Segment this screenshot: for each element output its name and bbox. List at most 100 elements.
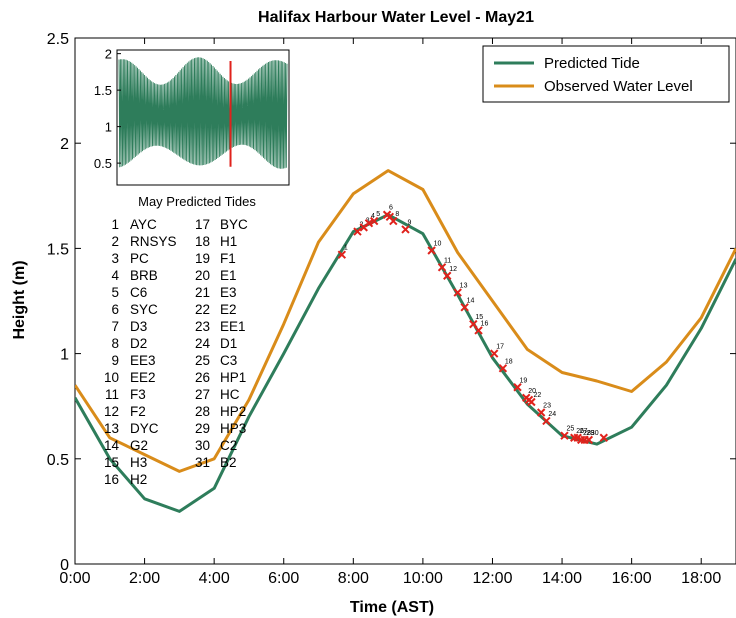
tide-list-name: B2 <box>220 455 237 470</box>
tide-list-name: HP3 <box>220 421 246 436</box>
sample-marker-stroke <box>469 319 478 329</box>
x-tick-label: 16:00 <box>612 570 652 587</box>
inset-predicted-tides: 0.5 1 1.5 2 <box>94 47 290 186</box>
tide-list-name: DYC <box>130 421 159 436</box>
sample-marker-stroke <box>584 435 594 445</box>
y-axis-label: Height (m) <box>11 260 28 339</box>
sample-marker-label: 24 <box>548 411 556 418</box>
tide-list-number: 7 <box>111 319 119 334</box>
tide-list-number: 11 <box>105 387 119 402</box>
tide-list-number: 29 <box>195 421 210 436</box>
tide-list-number: 13 <box>104 421 119 436</box>
sample-marker <box>453 288 462 297</box>
sample-marker <box>542 416 551 426</box>
legend-label-predicted: Predicted Tide <box>544 55 640 72</box>
sample-marker <box>427 246 436 255</box>
y-tick-label: 2 <box>60 136 69 153</box>
sample-marker-label: 23 <box>543 403 551 410</box>
sample-marker <box>536 408 546 417</box>
tide-list-name: H1 <box>220 234 237 249</box>
sample-marker-stroke <box>453 288 462 297</box>
y-tick-label: 0.5 <box>47 452 69 469</box>
tide-list-number: 19 <box>195 251 210 266</box>
tide-list-name: EE3 <box>130 353 156 368</box>
x-tick-label: 14:00 <box>542 570 582 587</box>
tide-list-name: BYC <box>220 217 248 232</box>
sample-marker-stroke <box>427 246 436 255</box>
tide-list-number: 18 <box>195 234 210 249</box>
sample-marker-stroke <box>353 227 362 236</box>
tide-list-number: 5 <box>111 285 119 300</box>
tide-list-number: 1 <box>111 217 119 232</box>
tide-list-number: 27 <box>195 387 210 402</box>
sample-marker <box>527 397 536 407</box>
sample-marker-label: 29 <box>587 430 595 437</box>
tide-list-number: 20 <box>195 268 210 283</box>
inset-y-tick-label: 0.5 <box>94 156 112 171</box>
sample-marker-stroke <box>536 408 546 417</box>
y-tick-label: 1 <box>60 347 69 364</box>
tide-list-name: HP1 <box>220 370 246 385</box>
tide-list-number: 16 <box>104 472 119 487</box>
tide-list-name: C6 <box>130 285 147 300</box>
sample-marker <box>401 225 410 234</box>
x-tick-label: 0:00 <box>59 570 90 587</box>
tide-list-name: F1 <box>220 251 236 266</box>
sample-marker-stroke <box>401 225 410 234</box>
tide-list-number: 15 <box>104 455 119 470</box>
tide-list-number: 3 <box>111 251 119 266</box>
inset-caption: May Predicted Tides <box>138 194 256 209</box>
tide-list-number: 9 <box>111 353 119 368</box>
tide-list-number: 6 <box>111 302 119 317</box>
x-tick-label: 4:00 <box>199 570 230 587</box>
tide-list-number: 12 <box>104 404 119 419</box>
tide-list: 1 AYC 2 RNSYS 3 PC 4 BRB 5 C6 6 SYC 7 D3 8 D2 9 EE3 10 EE2 1… <box>104 217 248 487</box>
tide-list-name: C2 <box>220 438 237 453</box>
tide-list-name: SYC <box>130 302 158 317</box>
tide-list-name: D1 <box>220 336 237 351</box>
inset-tide-series <box>118 57 288 169</box>
tide-list-name: H3 <box>130 455 147 470</box>
tide-list-name: BRB <box>130 268 158 283</box>
sample-marker-stroke <box>498 364 508 373</box>
sample-marker-label: 14 <box>467 297 475 304</box>
sample-marker-stroke <box>490 349 499 358</box>
sample-marker-stroke <box>599 433 609 442</box>
sample-marker-label: 15 <box>475 314 483 321</box>
tide-list-number: 25 <box>195 353 210 368</box>
tide-list-name: HC <box>220 387 240 402</box>
sample-marker <box>353 227 362 236</box>
y-tick-label: 0 <box>60 557 69 574</box>
sample-marker <box>560 431 569 440</box>
sample-marker-stroke <box>437 263 447 272</box>
tide-list-number: 23 <box>195 319 210 334</box>
sample-marker <box>498 364 508 373</box>
tide-list-name: EE2 <box>130 370 156 385</box>
sample-marker-label: 4 <box>371 213 375 220</box>
tide-list-name: G2 <box>130 438 148 453</box>
sample-marker <box>437 263 447 272</box>
y-tick-label: 2.5 <box>47 31 69 48</box>
sample-marker-label: 28 <box>583 430 591 437</box>
tide-list-number: 10 <box>104 370 119 385</box>
tide-list-number: 17 <box>195 217 210 232</box>
tide-list-name: C3 <box>220 353 237 368</box>
sample-marker-stroke <box>474 326 483 335</box>
tide-list-name: E1 <box>220 268 237 283</box>
tide-list-name: E3 <box>220 285 237 300</box>
inset-y-tick-label: 1 <box>105 120 112 135</box>
x-tick-label: 6:00 <box>268 570 299 587</box>
x-tick-label: 10:00 <box>403 570 443 587</box>
sample-marker-label: 17 <box>496 344 504 351</box>
series-predicted-tide-line <box>75 213 736 513</box>
sample-marker-label: 19 <box>520 377 528 384</box>
sample-marker-label: 20 <box>528 388 536 395</box>
sample-marker-label: 13 <box>460 283 468 290</box>
tide-list-number: 30 <box>195 438 210 453</box>
sample-marker-label: 9 <box>408 219 412 226</box>
sample-marker-label: 8 <box>395 211 399 218</box>
sample-marker-label: 27 <box>580 428 588 435</box>
tide-list-number: 8 <box>111 336 119 351</box>
sample-marker-label: 16 <box>481 320 489 327</box>
